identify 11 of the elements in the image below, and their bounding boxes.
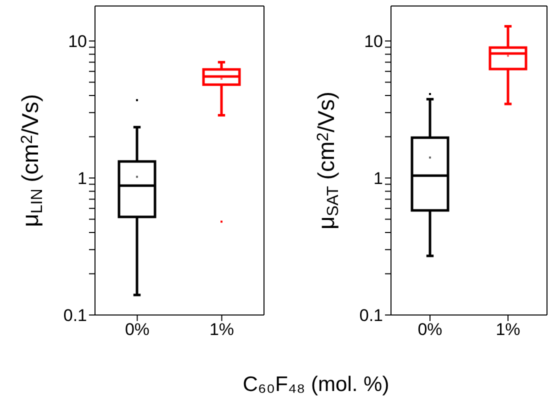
x-tick-label: 0% xyxy=(124,320,150,340)
y-tick-label: 0.1 xyxy=(63,306,87,326)
y-tick-label: 10 xyxy=(68,32,87,52)
x-tick-label: 0% xyxy=(418,320,442,340)
y-tick-label: 10 xyxy=(364,32,383,52)
y-tick-label: 1 xyxy=(78,169,87,188)
x-axis-title: C₆₀F₄₈ (mol. %) xyxy=(242,373,390,397)
x-tick-label: 1% xyxy=(496,320,520,340)
x-tick-label: 1% xyxy=(209,320,234,340)
y-tick-label: 0.1 xyxy=(359,306,383,326)
y-tick-label: 1 xyxy=(374,169,383,188)
